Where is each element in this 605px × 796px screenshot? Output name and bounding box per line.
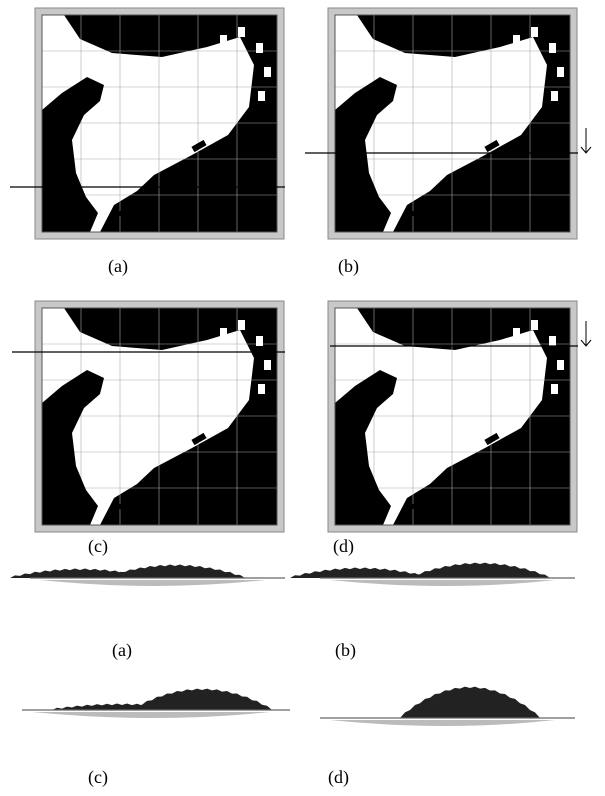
- profile: [290, 563, 575, 586]
- map-panel: [10, 8, 285, 239]
- caption: (b): [338, 256, 359, 277]
- island: [264, 360, 271, 370]
- caption: (d): [333, 536, 354, 557]
- island: [557, 360, 564, 370]
- island: [427, 500, 435, 504]
- profile: [320, 687, 575, 726]
- island: [220, 35, 227, 45]
- island: [117, 211, 129, 216]
- island: [238, 27, 245, 37]
- profile-shadow: [40, 580, 265, 586]
- island: [238, 320, 245, 330]
- profile-shadow: [32, 712, 270, 718]
- profile-hill: [410, 563, 550, 578]
- island: [258, 91, 265, 101]
- island: [117, 504, 129, 509]
- island: [551, 91, 558, 101]
- map-panel: [305, 8, 591, 239]
- island: [531, 27, 538, 37]
- profile-hill: [290, 568, 430, 578]
- figure-canvas: (a) (b) (c) (d) (a) (b) (c) (d): [0, 0, 605, 796]
- profile-hill: [400, 687, 540, 718]
- island: [531, 320, 538, 330]
- caption: (c): [88, 536, 108, 557]
- profile-hill: [132, 689, 272, 710]
- map-panel: [328, 301, 591, 532]
- profile-hill: [105, 565, 245, 578]
- island: [549, 43, 556, 53]
- island: [256, 43, 263, 53]
- island: [551, 384, 558, 394]
- island: [258, 384, 265, 394]
- profile: [22, 689, 290, 718]
- profile: [10, 565, 285, 586]
- island: [134, 207, 142, 211]
- figure: (a) (b) (c) (d) (a) (b) (c) (d): [0, 0, 605, 796]
- caption: (a): [112, 640, 132, 661]
- island: [549, 336, 556, 346]
- island: [557, 67, 564, 77]
- island: [513, 35, 520, 45]
- caption: (b): [335, 640, 356, 661]
- caption: (a): [108, 256, 128, 277]
- island: [410, 504, 422, 509]
- profile-shadow: [330, 720, 555, 726]
- island: [427, 207, 435, 211]
- caption: (d): [328, 767, 349, 788]
- island: [513, 328, 520, 338]
- profile-shadow: [330, 580, 555, 586]
- island: [256, 336, 263, 346]
- island: [134, 500, 142, 504]
- island: [220, 328, 227, 338]
- island: [264, 67, 271, 77]
- map-panel: [12, 301, 285, 532]
- caption: (c): [88, 767, 108, 788]
- island: [410, 211, 422, 216]
